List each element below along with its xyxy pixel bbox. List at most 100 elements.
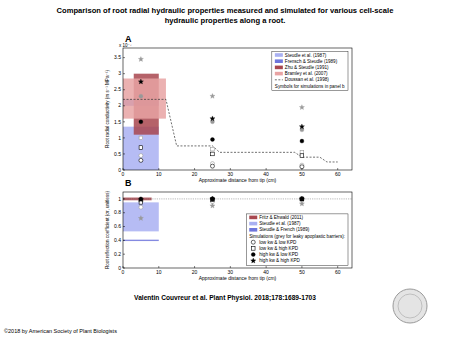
point	[139, 146, 143, 150]
logo	[393, 289, 427, 323]
y-tick	[123, 153, 125, 154]
x-tick	[158, 168, 159, 170]
title: hydraulic properties along a root.	[165, 16, 286, 25]
y-tick	[123, 137, 125, 138]
legend-note: Simulations (grey for leaky apoplastic b…	[249, 234, 345, 239]
y-tick	[123, 268, 125, 269]
y-tick-label: 0.4	[114, 237, 121, 243]
point	[210, 196, 215, 201]
x-axis-label: Approximate distance from tip (cm)	[199, 275, 277, 281]
legend-label: high kw & high KPD	[259, 258, 300, 263]
plot-background	[123, 48, 352, 170]
point	[210, 197, 214, 201]
x-tick-label: 10	[156, 269, 162, 275]
x-tick-label: 50	[299, 269, 305, 275]
legend-label: Bramley et al. (2007)	[285, 71, 328, 76]
panel-letter: B	[125, 178, 132, 188]
legend-swatch	[275, 79, 283, 80]
point	[299, 124, 304, 129]
point	[300, 154, 304, 158]
point	[211, 152, 215, 156]
point	[210, 197, 214, 201]
x-tick	[337, 168, 338, 170]
point	[299, 105, 304, 110]
legend-swatch	[251, 247, 255, 251]
range-box	[123, 79, 166, 119]
point	[210, 93, 215, 98]
legend-note: Symbols for simulations in panel b	[275, 84, 345, 89]
y-tick	[123, 57, 125, 58]
panel: 010203040506000.20.40.60.81Approximate d…	[105, 178, 352, 281]
x-tick	[194, 266, 195, 268]
x-tick-label: 0	[122, 269, 125, 275]
legend-box	[246, 214, 348, 266]
x-tick	[266, 168, 267, 170]
data-area	[123, 57, 338, 170]
point	[210, 116, 215, 121]
point	[139, 94, 143, 98]
plot-frame	[123, 192, 352, 268]
legend-label: Frensch & Steudle (1989)	[285, 59, 338, 64]
y-tick-label: 1	[118, 135, 121, 141]
x-tick	[158, 266, 159, 268]
x-tick	[230, 168, 231, 170]
y-tick-label: 0.6	[114, 223, 121, 229]
x-tick	[301, 168, 302, 170]
y-tick-label: 0	[118, 265, 121, 271]
y-tick	[123, 254, 125, 255]
y-axis-label: Root reflection coefficient (σr, unitles…	[105, 190, 110, 269]
point	[139, 158, 143, 162]
legend-swatch	[249, 228, 257, 232]
y-tick	[123, 170, 125, 171]
point	[300, 139, 304, 143]
y-tick-label: 3	[118, 70, 121, 76]
legend-label: Steudle & French (1989)	[259, 227, 310, 232]
legend-swatch	[251, 258, 256, 263]
x-tick	[337, 266, 338, 268]
point	[139, 120, 143, 124]
y-tick-label: 0	[118, 167, 121, 173]
x-tick	[123, 168, 124, 170]
point	[210, 138, 214, 142]
legend: Steudle et al. (1987)Frensch & Steudle (…	[272, 52, 348, 91]
x-tick-label: 50	[299, 171, 305, 177]
legend-swatch	[275, 66, 283, 70]
x-tick-label: 60	[335, 171, 341, 177]
reference-line	[123, 198, 352, 199]
axis-multiplier: x 10⁻⁷	[119, 43, 132, 48]
legend-label: Fritz & Ehwald (2011)	[259, 215, 303, 220]
point	[138, 216, 143, 221]
y-tick-label: 3.5	[114, 54, 121, 60]
legend-swatch	[249, 222, 257, 226]
point	[139, 154, 143, 158]
point	[138, 79, 143, 84]
range-box	[123, 240, 159, 241]
plot-frame	[123, 48, 352, 170]
point	[299, 201, 304, 206]
point	[300, 197, 304, 201]
y-tick-label: 0.5	[114, 151, 121, 157]
y-tick	[123, 105, 125, 106]
point	[138, 57, 143, 62]
x-tick	[194, 168, 195, 170]
point	[299, 196, 304, 201]
point	[138, 197, 143, 202]
y-tick	[123, 240, 125, 241]
x-tick-label: 20	[192, 269, 198, 275]
panel: 010203040506000.511.522.533.5Approximate…	[105, 34, 352, 183]
x-tick-label: 20	[192, 171, 198, 177]
line	[123, 99, 338, 162]
x-axis-label: Approximate distance from tip (cm)	[199, 177, 277, 183]
y-tick	[123, 73, 125, 74]
copyright: ©2018 by American Society of Plant Biolo…	[4, 328, 117, 334]
point	[139, 205, 143, 209]
y-tick	[123, 198, 125, 199]
y-tick-label: 2.5	[114, 86, 121, 92]
point	[211, 147, 215, 151]
x-tick-label: 10	[156, 171, 162, 177]
y-tick-label: 1	[118, 196, 121, 202]
legend-swatch	[251, 240, 255, 244]
title: Comparison of root radial hydraulic prop…	[57, 6, 394, 15]
legend: Fritz & Ehwald (2011)Steudle et al. (198…	[246, 214, 348, 266]
logo	[398, 294, 422, 318]
